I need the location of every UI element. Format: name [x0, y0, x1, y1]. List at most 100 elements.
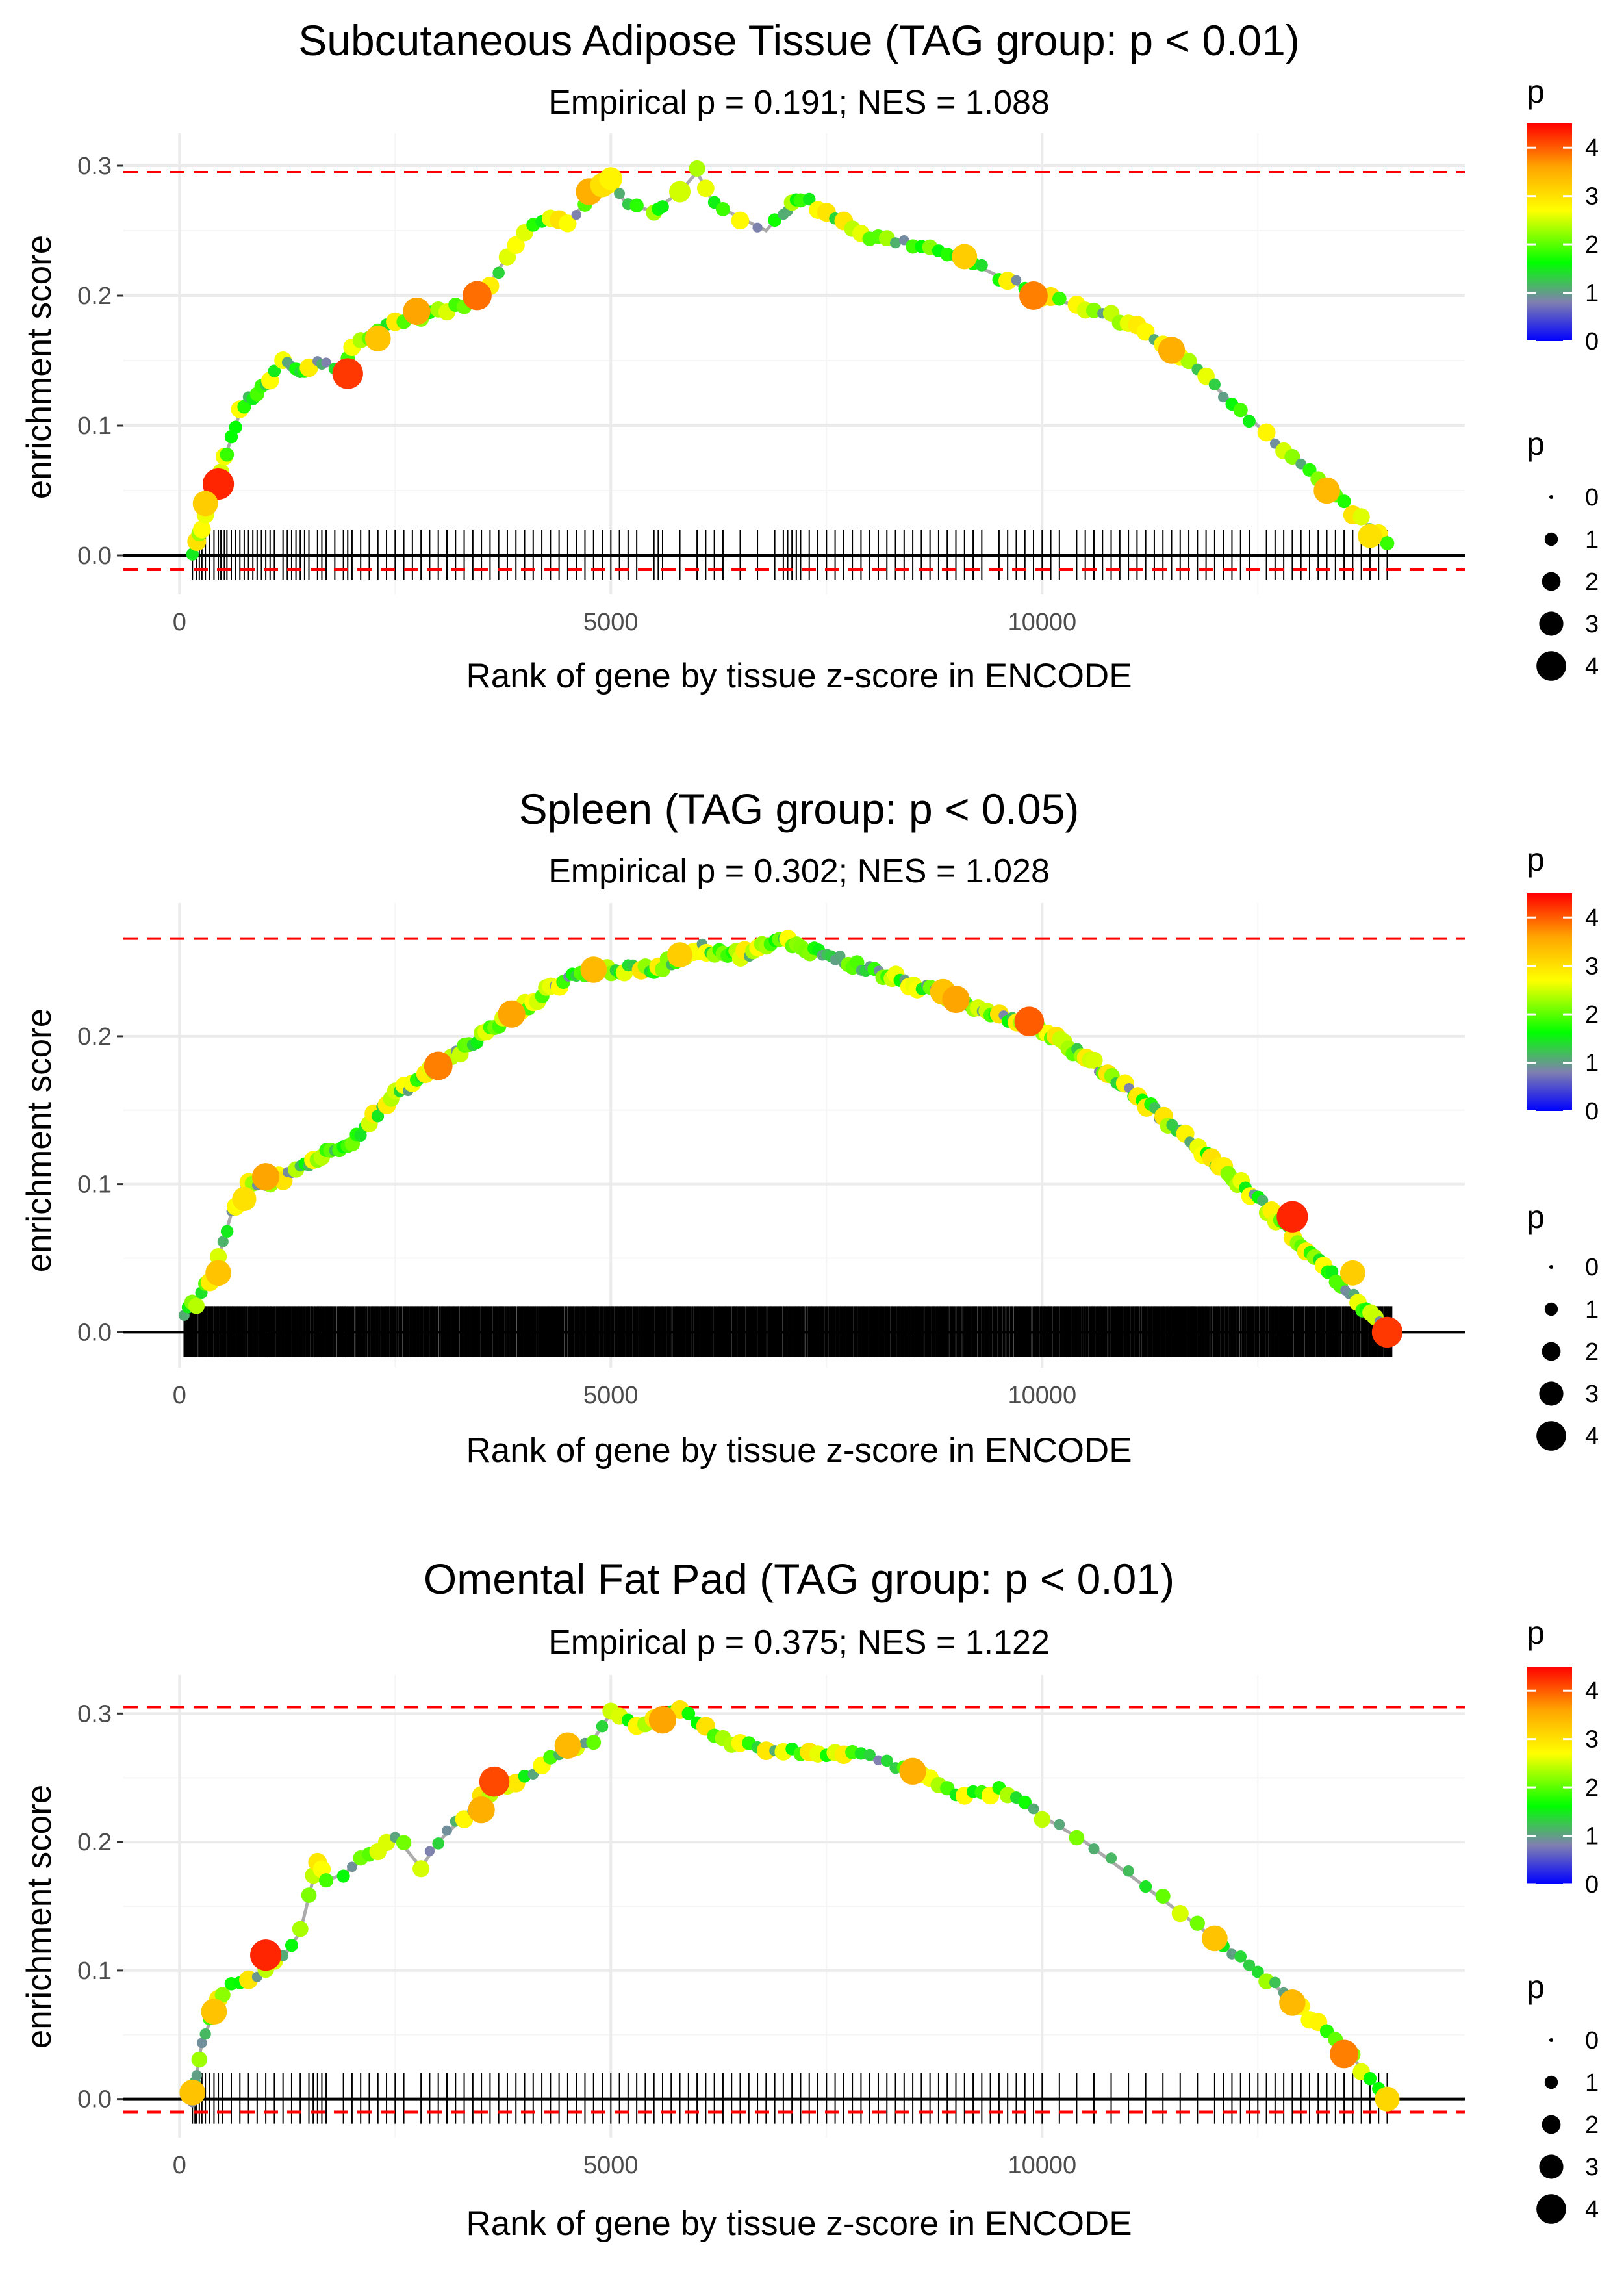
curve-point: [873, 1755, 883, 1765]
y-axis-label: enrichment score: [20, 235, 58, 500]
highlight-point: [599, 167, 623, 190]
color-legend-title: p: [1527, 841, 1545, 878]
highlight-point: [648, 1706, 677, 1734]
size-legend-label: 1: [1585, 1296, 1599, 1323]
size-legend-label: 2: [1585, 2112, 1599, 2139]
y-tick-label: 0.3: [77, 153, 112, 180]
curve-point: [455, 1810, 474, 1828]
curve-point: [442, 1825, 452, 1836]
curve-point: [186, 548, 199, 561]
curve-point: [1208, 378, 1221, 390]
highlight-point: [468, 1796, 495, 1824]
y-tick-label: 0.2: [77, 283, 112, 310]
curve-point: [1139, 1880, 1152, 1893]
color-bar-label: 3: [1585, 183, 1599, 211]
curve-point: [268, 364, 281, 377]
highlight-point: [667, 942, 692, 968]
highlight-point: [1279, 1989, 1306, 2016]
color-bar: [1527, 893, 1572, 1111]
enrichment-curve: [190, 1705, 1389, 2101]
curve-point: [220, 1225, 234, 1238]
chart-title: Spleen (TAG group: p < 0.05): [519, 785, 1080, 833]
enrichment-curve: [190, 169, 1389, 556]
size-legend: 0 1 2 3 4: [1536, 484, 1599, 681]
size-legend-dot: [1549, 1265, 1553, 1269]
x-tick-label: 5000: [583, 1382, 639, 1409]
curve-point: [1352, 508, 1370, 526]
color-bar-label: 0: [1585, 328, 1599, 355]
y-tick-label: 0.1: [77, 413, 112, 440]
x-tick-label: 10000: [1008, 2152, 1076, 2179]
curve-point: [321, 357, 331, 368]
curve-point: [336, 1869, 350, 1883]
curve-point: [586, 1735, 602, 1750]
size-legend-label: 3: [1585, 611, 1599, 638]
color-bar-label: 4: [1585, 904, 1599, 932]
highlight-point: [899, 1757, 926, 1785]
color-bar-label: 2: [1585, 1774, 1599, 1802]
curve-point: [193, 520, 211, 539]
curve-point: [285, 1939, 298, 1952]
curve-point: [1257, 1195, 1269, 1207]
x-tick-label: 0: [173, 609, 186, 636]
curve-point: [196, 2038, 207, 2049]
curve-point: [1284, 448, 1300, 465]
highlight-point: [203, 468, 235, 500]
curve-point: [1269, 1976, 1281, 1989]
color-bar-label: 3: [1585, 1726, 1599, 1754]
curve-point: [371, 1110, 385, 1123]
curve-point: [1251, 1965, 1264, 1978]
panel-3: Omental Fat Pad (TAG group: p < 0.01) Em…: [20, 1555, 1465, 2243]
color-bar-label: 4: [1585, 134, 1599, 162]
highlight-point: [332, 358, 363, 389]
size-legend-label: 2: [1585, 1338, 1599, 1366]
x-tick-label: 0: [173, 2152, 186, 2179]
size-legend-dot: [1536, 2194, 1566, 2224]
highlight-point: [403, 297, 431, 326]
curve-point: [347, 1861, 357, 1872]
chart-subtitle: Empirical p = 0.375; NES = 1.122: [548, 1624, 1050, 1661]
curve-point: [1088, 1843, 1100, 1855]
x-axis-label: Rank of gene by tissue z-score in ENCODE: [466, 1431, 1132, 1470]
plot-area: 0 5000 10000 0.0 0.1 0.2 0.3: [77, 133, 1465, 636]
highlight-point: [232, 1186, 257, 1212]
legend-panel-1: p 4 3 2 1 0 p 0 1 2 3 4: [1527, 73, 1599, 681]
curve-point: [716, 202, 730, 216]
highlight-point: [1019, 281, 1048, 310]
curve-point: [214, 1987, 231, 2003]
size-legend-title: p: [1527, 1199, 1545, 1235]
y-tick-label: 0.2: [77, 1023, 112, 1051]
curve-point: [656, 200, 669, 213]
highlight-point: [1339, 1260, 1365, 1286]
highlight-point: [1313, 477, 1340, 504]
y-axis-label: enrichment score: [20, 1008, 58, 1273]
x-axis-label: Rank of gene by tissue z-score in ENCODE: [466, 2204, 1132, 2243]
highlight-point: [479, 1766, 510, 1797]
curve-point: [424, 1846, 435, 1856]
curve-point: [217, 1236, 229, 1247]
highlight-point: [1358, 524, 1382, 548]
size-legend: 0 1 2 3 4: [1536, 2027, 1599, 2224]
curve-point: [1233, 403, 1248, 418]
x-tick-label: 10000: [1008, 1382, 1076, 1409]
plot-area: 0 5000 10000 0.0 0.1 0.2: [77, 903, 1465, 1409]
size-legend-dot: [1536, 651, 1566, 681]
chart-subtitle: Empirical p = 0.191; NES = 1.088: [548, 84, 1050, 121]
curve-point: [1380, 536, 1395, 551]
curve-point: [998, 272, 1017, 290]
y-tick-label: 0.3: [77, 1700, 112, 1728]
y-tick-label: 0.1: [77, 1171, 112, 1199]
curve-point: [802, 192, 816, 206]
legend-panel-2: p 4 3 2 1 0 p 0 1 2 3 4: [1527, 841, 1599, 1451]
curve-point: [1234, 1950, 1247, 1963]
curve-point: [697, 179, 715, 198]
color-bar: [1527, 1667, 1572, 1884]
curve-point: [681, 1707, 696, 1720]
curve-point: [689, 160, 705, 177]
size-legend-dot: [1539, 1381, 1564, 1406]
curve-point: [752, 222, 763, 233]
color-bar-label: 1: [1585, 1823, 1599, 1850]
size-legend-title: p: [1527, 1969, 1545, 2005]
curve-point: [1085, 1051, 1103, 1069]
